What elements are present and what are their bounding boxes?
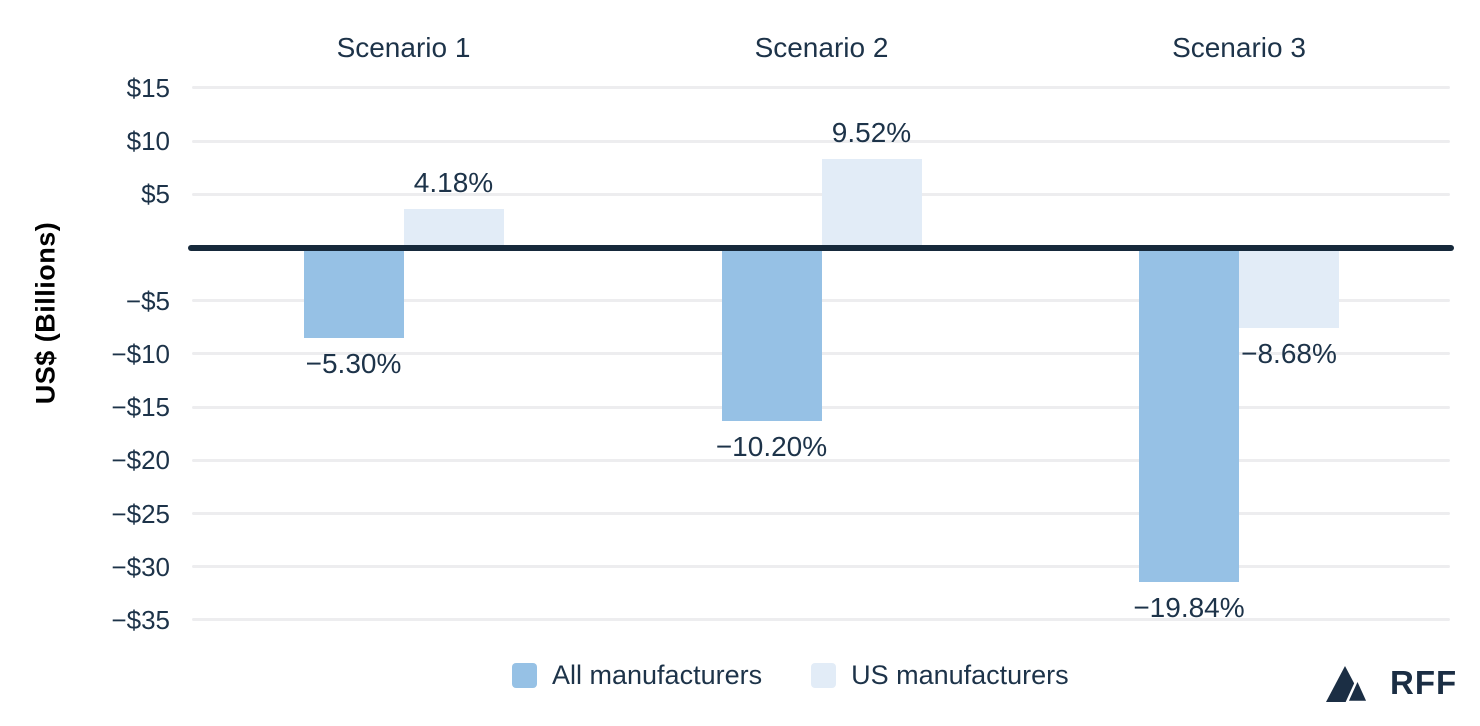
rff-logo-text: RFF <box>1390 664 1458 701</box>
legend-label-us-manufacturers: US manufacturers <box>851 660 1069 690</box>
bar-all-manufacturers-2 <box>721 247 822 421</box>
legend-swatch-us-manufacturers <box>811 663 837 688</box>
gridline--30 <box>192 565 1450 569</box>
y-tick-label--25: −$25 <box>111 498 170 529</box>
bar-us-manufacturers-1 <box>403 209 504 248</box>
y-tick-label--15: −$15 <box>111 392 170 423</box>
bar-label-all-manufacturers-1: −5.30% <box>305 347 402 379</box>
gridline--25 <box>192 512 1450 515</box>
bar-label-us-manufacturers-3: −8.68% <box>1241 338 1337 370</box>
legend-item-all-manufacturers: All manufacturers <box>512 660 762 691</box>
bar-label-all-manufacturers-2: −10.20% <box>715 430 828 462</box>
y-tick-label-10: $10 <box>126 126 170 157</box>
rff-logo: RFF <box>1326 664 1457 702</box>
y-tick-label-15: $15 <box>126 72 170 103</box>
legend-swatch-all-manufacturers <box>512 663 537 688</box>
bar-us-manufacturers-3 <box>1239 247 1339 329</box>
y-tick-label--10: −$10 <box>111 338 170 369</box>
bar-label-us-manufacturers-1: 4.18% <box>413 167 494 199</box>
category-title-3: Scenario 3 <box>1172 32 1306 63</box>
bar-all-manufacturers-3 <box>1139 247 1239 582</box>
y-tick-label--5: −$5 <box>125 285 170 316</box>
category-title-1: Scenario 1 <box>336 32 471 63</box>
gridline--35 <box>192 618 1450 622</box>
gridline-15 <box>192 86 1450 90</box>
y-tick-label--35: −$35 <box>111 604 170 635</box>
rff-mountain-icon <box>1326 666 1370 702</box>
legend: All manufacturers US manufacturers <box>512 660 1069 691</box>
category-title-2: Scenario 2 <box>754 32 889 63</box>
bar-us-manufacturers-2 <box>821 159 922 248</box>
bar-all-manufacturers-1 <box>303 247 404 338</box>
zero-axis-line <box>188 244 1454 251</box>
y-tick-label--30: −$30 <box>111 551 170 582</box>
bar-label-all-manufacturers-3: −19.84% <box>1133 591 1245 623</box>
legend-item-us-manufacturers: US manufacturers <box>811 660 1069 691</box>
y-tick-label-5: $5 <box>141 179 170 210</box>
gridline-5 <box>192 192 1450 196</box>
gridline--20 <box>192 458 1450 462</box>
legend-label-all-manufacturers: All manufacturers <box>552 660 763 690</box>
gridline-10 <box>192 139 1450 143</box>
y-tick-label--20: −$20 <box>111 445 170 476</box>
bar-label-us-manufacturers-2: 9.52% <box>831 117 912 149</box>
